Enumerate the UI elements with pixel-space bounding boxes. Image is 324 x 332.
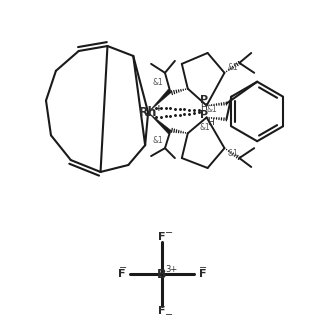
- Text: P: P: [200, 95, 208, 105]
- Text: &1: &1: [199, 123, 210, 132]
- Text: &1: &1: [227, 149, 238, 158]
- Polygon shape: [148, 113, 171, 134]
- Text: B: B: [157, 268, 167, 281]
- Text: &1: &1: [206, 105, 217, 114]
- Text: 3+: 3+: [165, 265, 177, 274]
- Text: −: −: [165, 228, 173, 238]
- Text: −: −: [119, 263, 127, 273]
- Text: H: H: [200, 103, 207, 112]
- Text: H: H: [207, 118, 214, 127]
- Text: −: −: [199, 263, 207, 273]
- Text: &1: &1: [153, 78, 163, 87]
- Text: &1: &1: [227, 63, 238, 72]
- Text: −: −: [165, 310, 173, 320]
- Text: F: F: [158, 306, 166, 316]
- Text: F: F: [158, 232, 166, 242]
- Text: F: F: [199, 269, 206, 279]
- Polygon shape: [148, 89, 171, 113]
- Text: F: F: [118, 269, 125, 279]
- Text: &1: &1: [153, 136, 163, 145]
- Text: P: P: [200, 111, 208, 121]
- Text: +: +: [155, 104, 163, 113]
- Text: Rh: Rh: [139, 106, 157, 119]
